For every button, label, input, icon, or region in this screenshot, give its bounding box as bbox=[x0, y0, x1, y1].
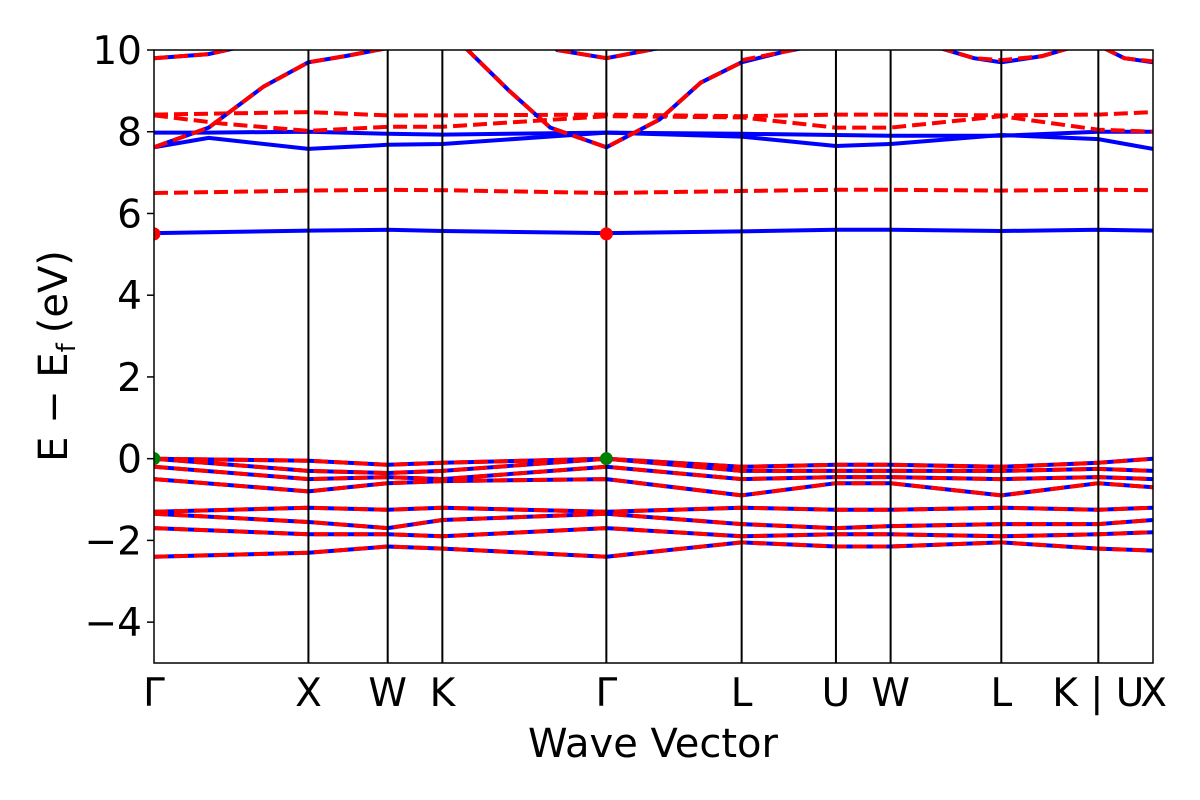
x-tick-label-0: Γ bbox=[143, 671, 165, 716]
x-tick-label-1: X bbox=[295, 671, 322, 716]
y-tick-label-5: 6 bbox=[117, 192, 142, 237]
band-line-dashed-27 bbox=[154, 477, 1153, 498]
band-line-dashed-7 bbox=[154, 50, 388, 150]
y-tick-label-4: 4 bbox=[117, 274, 142, 319]
x-tick-label-2: W bbox=[368, 671, 407, 716]
y-tick-label-6: 8 bbox=[117, 111, 142, 156]
x-tick-label-4: Γ bbox=[595, 671, 617, 716]
band-edge-marker-3 bbox=[599, 452, 613, 466]
y-tick-label-7: 10 bbox=[92, 29, 142, 74]
y-tick-label-2: 0 bbox=[117, 438, 142, 483]
band-line-solid-0 bbox=[154, 227, 1153, 236]
band-line-dashed-1 bbox=[154, 187, 1153, 195]
x-tick-label-10: X bbox=[1140, 671, 1167, 716]
band-line-dashed-19 bbox=[1103, 50, 1153, 64]
y-tick-label-3: 2 bbox=[117, 356, 142, 401]
x-tick-label-5: L bbox=[731, 671, 753, 716]
x-tick-label-3: K bbox=[430, 671, 457, 716]
band-edge-marker-2 bbox=[154, 452, 161, 466]
band-line-dashed-9 bbox=[464, 50, 743, 150]
band-edge-marker-0 bbox=[154, 227, 161, 241]
band-edge-markers bbox=[154, 227, 613, 466]
x-tick-label-7: W bbox=[871, 671, 910, 716]
band-line-solid-3 bbox=[154, 130, 1153, 151]
band-curves bbox=[154, 50, 1153, 559]
plot-frame bbox=[153, 49, 1154, 664]
y-axis-label: E − Ef (eV) bbox=[31, 250, 82, 462]
y-axis-label-unit: (eV) bbox=[31, 250, 77, 333]
y-axis-label-subscript: f bbox=[52, 342, 82, 352]
band-line-dashed-5 bbox=[154, 113, 1153, 134]
x-tick-label-9: K | U bbox=[1052, 671, 1144, 716]
band-line-dashed-15 bbox=[741, 50, 804, 63]
y-axis-label-main: E − E bbox=[31, 352, 77, 462]
x-tick-label-6: U bbox=[822, 671, 851, 716]
y-axis-ticks: −4 −2 0 2 4 6 8 10 bbox=[85, 29, 154, 646]
x-tick-label-8: L bbox=[990, 671, 1012, 716]
y-tick-label-1: −2 bbox=[85, 519, 143, 564]
band-edge-marker-1 bbox=[599, 227, 613, 241]
band-line-dashed-35 bbox=[154, 540, 1153, 559]
high-symmetry-lines bbox=[307, 50, 1100, 663]
band-line-dashed-31 bbox=[154, 511, 1153, 531]
y-tick-label-0: −4 bbox=[85, 601, 143, 646]
x-axis-label: Wave Vector bbox=[528, 721, 779, 767]
